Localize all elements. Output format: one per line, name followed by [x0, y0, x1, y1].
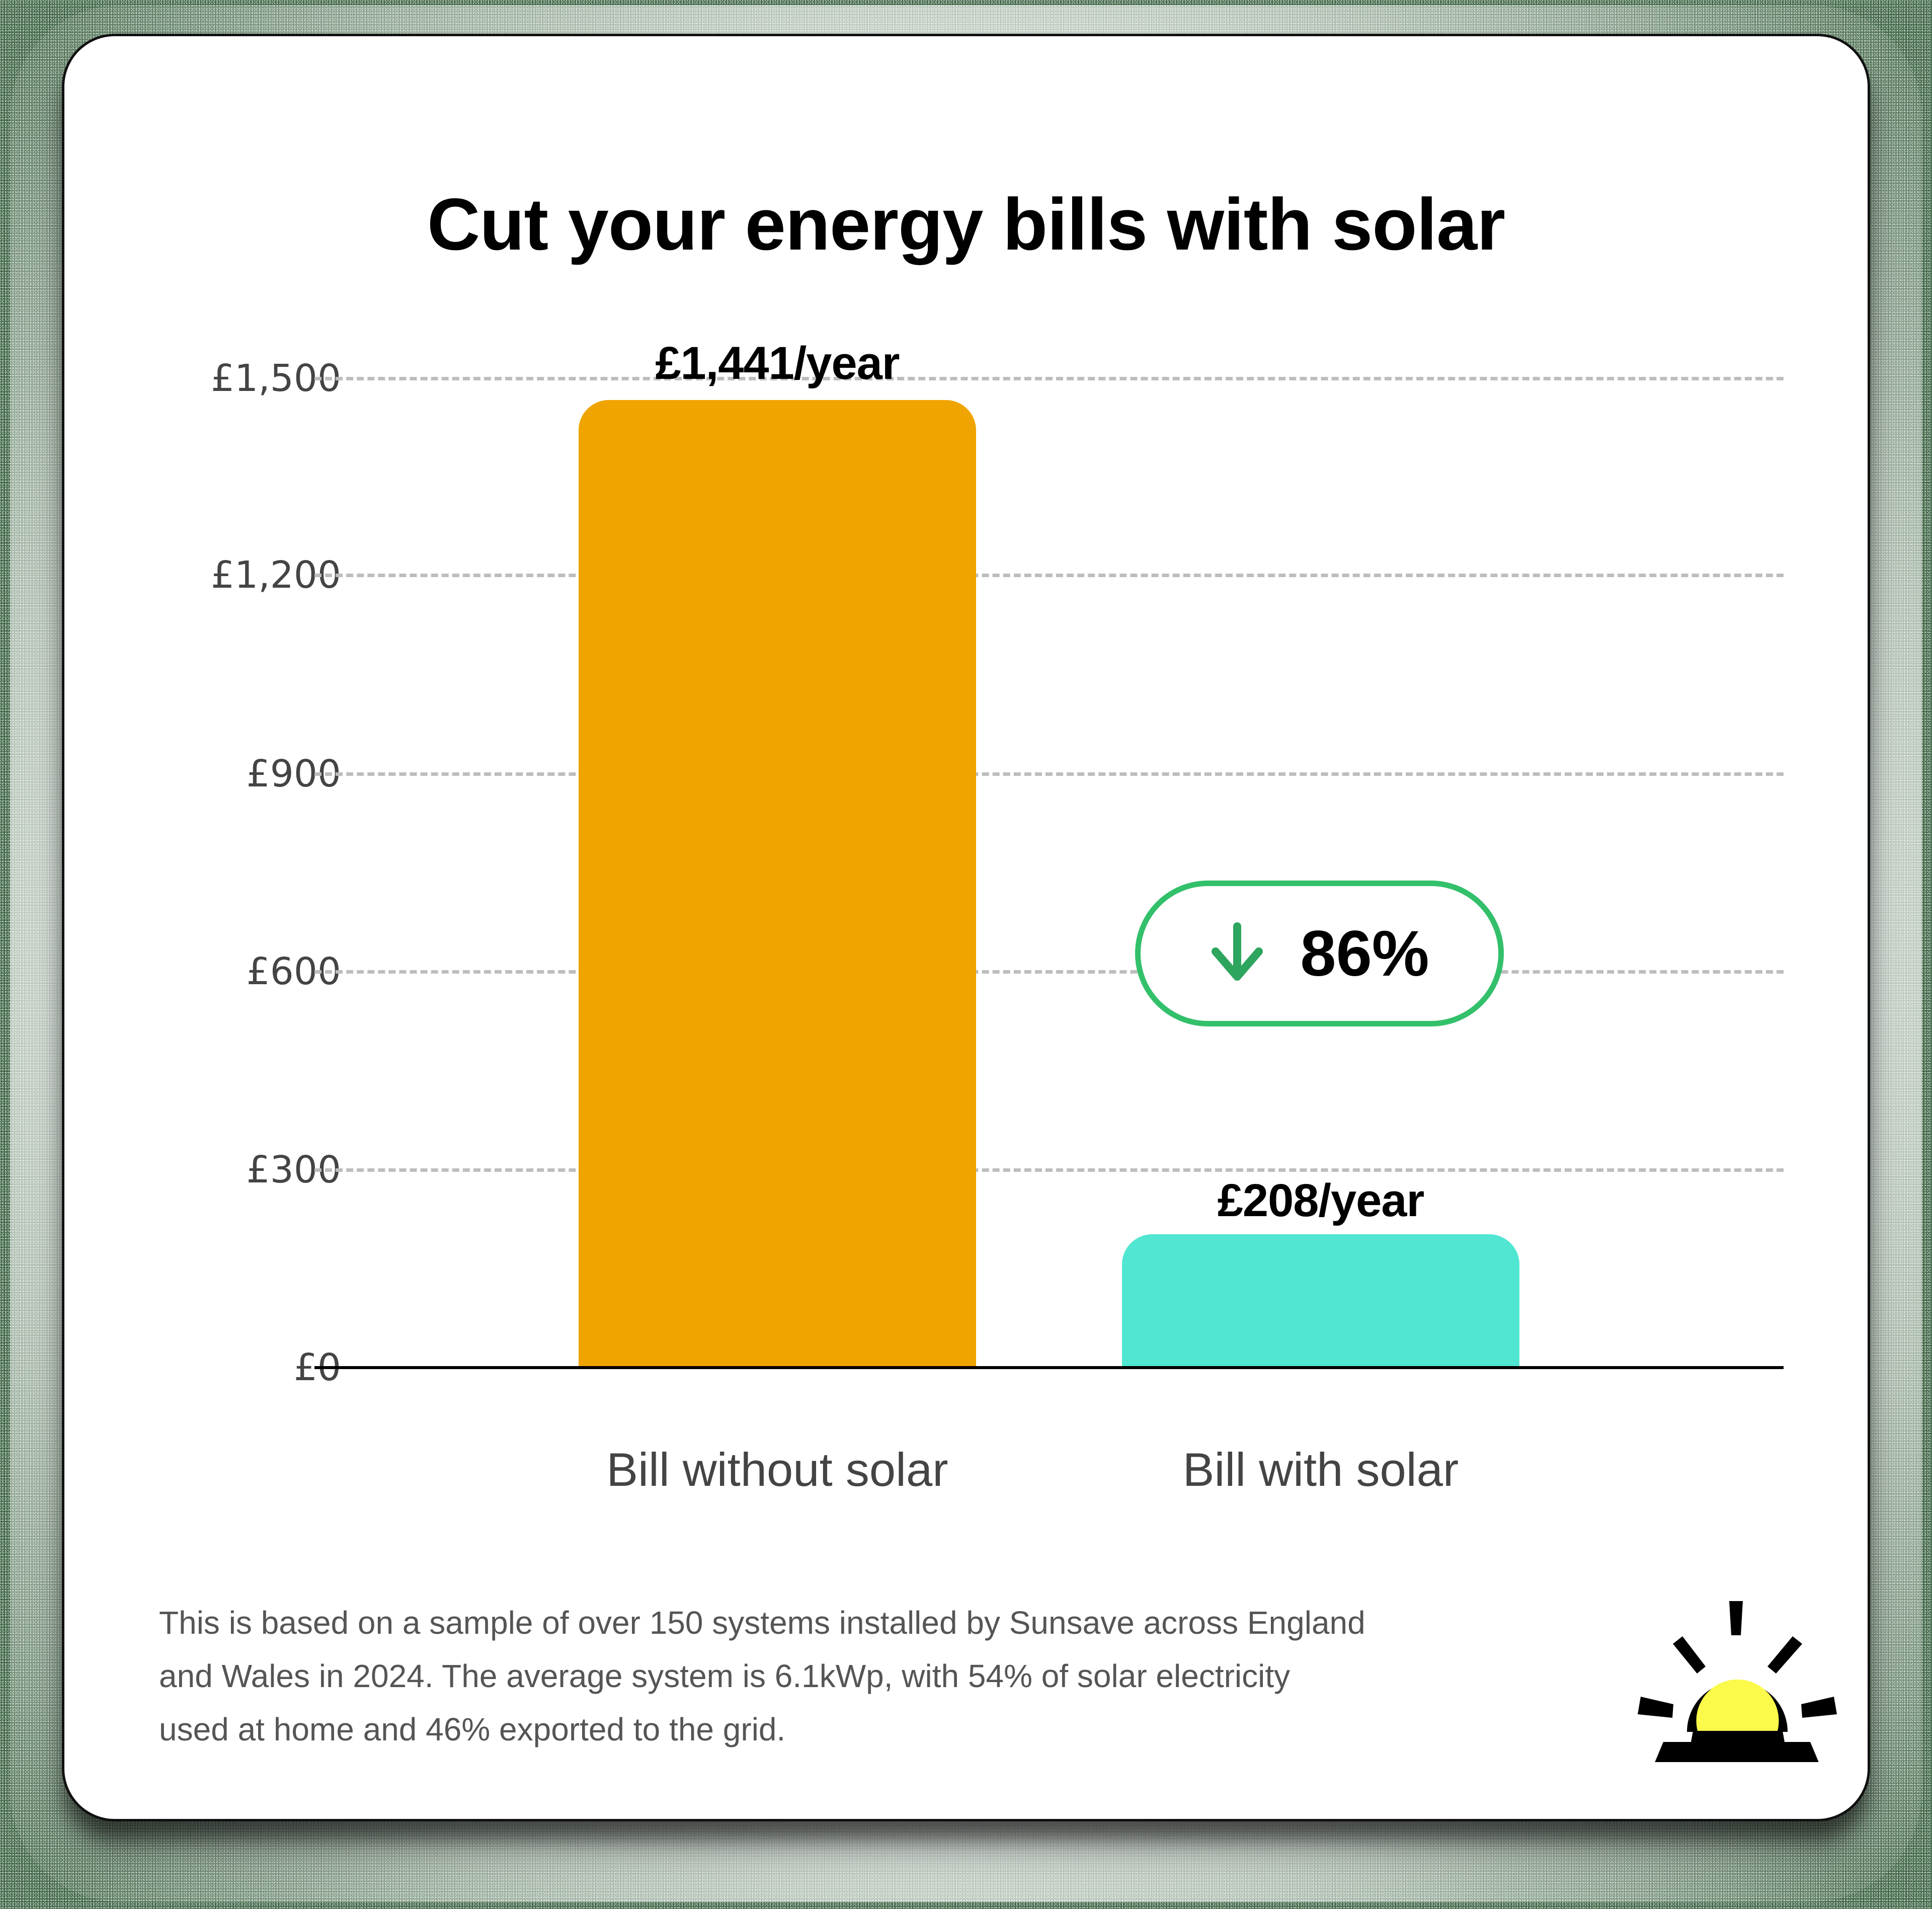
gridline-600: [314, 970, 1784, 974]
reduction-badge: 86%: [1135, 881, 1504, 1026]
bar-value-label-with-solar: £208/year: [1217, 1175, 1425, 1226]
reduction-percentage: 86%: [1300, 917, 1429, 990]
sun-icon: [1632, 1596, 1843, 1764]
x-axis-baseline: [314, 1366, 1784, 1369]
footnote-line: This is based on a sample of over 150 sy…: [159, 1605, 1365, 1641]
chart-title: Cut your energy bills with solar: [427, 183, 1505, 265]
category-label-without-solar: Bill without solar: [606, 1443, 948, 1496]
plot-area: £1,500 £1,200 £900 £600 £300 £0 £1,441/y…: [64, 36, 1868, 1819]
footnote-line: used at home and 46% exported to the gri…: [159, 1711, 786, 1747]
gridline-1500: [314, 377, 1784, 380]
footnote: This is based on a sample of over 150 sy…: [159, 1596, 1517, 1756]
category-label-with-solar: Bill with solar: [1182, 1443, 1459, 1496]
gridline-900: [314, 772, 1784, 776]
chart-card: Cut your energy bills with solar £1,500 …: [64, 36, 1868, 1819]
gridline-300: [314, 1168, 1784, 1172]
arrow-down-icon: [1210, 922, 1265, 985]
bar-with-solar: [1122, 1234, 1519, 1366]
bar-without-solar: [579, 400, 976, 1366]
footnote-line: and Wales in 2024. The average system is…: [159, 1658, 1291, 1694]
bar-value-label-without-solar: £1,441/year: [655, 338, 900, 389]
gridline-1200: [314, 574, 1784, 577]
